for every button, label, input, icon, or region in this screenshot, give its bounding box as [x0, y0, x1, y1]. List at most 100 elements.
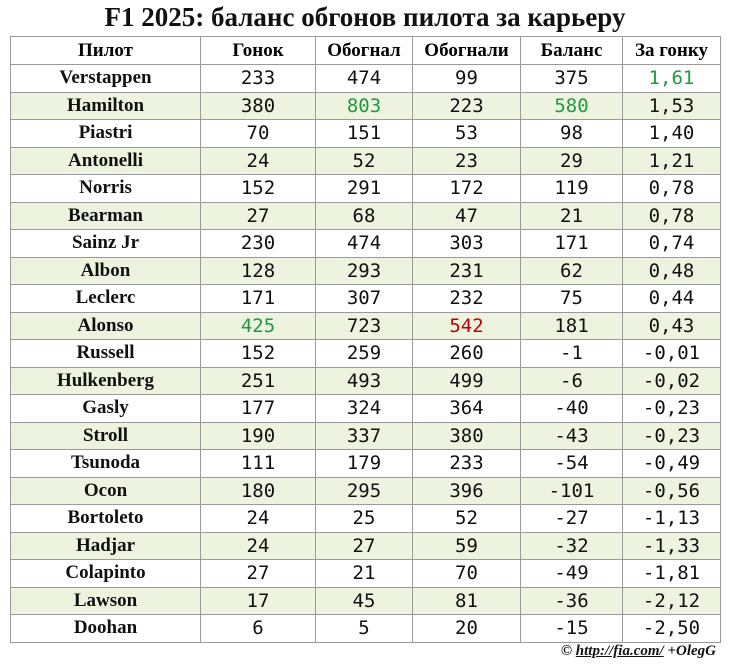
cell: 27	[200, 559, 316, 588]
cell: 295	[315, 476, 413, 505]
driver-name: Colapinto	[10, 559, 201, 588]
cell: 251	[200, 366, 316, 395]
cell: 723	[315, 311, 413, 340]
cell: 474	[315, 229, 413, 258]
header-cell: Обогнал	[315, 36, 413, 65]
cell: 6	[200, 614, 316, 643]
cell: 62	[520, 256, 623, 285]
cell: 324	[315, 394, 413, 423]
cell: 474	[315, 64, 413, 93]
cell: 53	[412, 119, 521, 148]
cell: 29	[520, 146, 623, 175]
driver-name: Leclerc	[10, 284, 201, 313]
cell: 396	[412, 476, 521, 505]
cell: 98	[520, 119, 623, 148]
cell: -101	[520, 476, 623, 505]
header-cell: За гонку	[622, 36, 721, 65]
cell: 425	[200, 311, 316, 340]
cell: 111	[200, 449, 316, 478]
cell: 70	[200, 119, 316, 148]
header-row: Пилот Гонок Обогнал Обогнали Баланс За гонку	[10, 36, 721, 65]
cell: 1,53	[622, 91, 721, 120]
cell: 0,44	[622, 284, 721, 313]
table-row: Piastri 70 151 53 98 1,40	[10, 119, 721, 148]
cell: 59	[412, 531, 521, 560]
cell: 190	[200, 421, 316, 450]
table-row: Doohan 6 5 20 -15 -2,50	[10, 614, 721, 643]
footer: © http://fia.com/ +OlegG	[561, 643, 716, 660]
copyright: ©	[560, 643, 573, 659]
cell: 380	[200, 91, 316, 120]
cell: -36	[520, 586, 623, 615]
cell: 45	[315, 586, 413, 615]
cell: 181	[520, 311, 623, 340]
cell: 152	[200, 174, 316, 203]
cell: 0,48	[622, 256, 721, 285]
driver-name: Tsunoda	[10, 449, 201, 478]
cell: 233	[200, 64, 316, 93]
driver-name: Piastri	[10, 119, 201, 148]
table-row: Colapinto 27 21 70 -49 -1,81	[10, 559, 721, 588]
table-row: Leclerc 171 307 232 75 0,44	[10, 284, 721, 313]
cell: 177	[200, 394, 316, 423]
cell: -2,50	[622, 614, 721, 643]
cell: 803	[315, 91, 413, 120]
driver-name: Gasly	[10, 394, 201, 423]
driver-name: Stroll	[10, 421, 201, 450]
cell: 260	[412, 339, 521, 368]
driver-name: Hulkenberg	[10, 366, 201, 395]
driver-name: Russell	[10, 339, 201, 368]
cell: 337	[315, 421, 413, 450]
cell: -0,49	[622, 449, 721, 478]
cell: 180	[200, 476, 316, 505]
table: Пилот Гонок Обогнал Обогнали Баланс За гонку …	[10, 36, 721, 643]
cell: -54	[520, 449, 623, 478]
table-row: Alonso 425 723 542 181 0,43	[10, 311, 721, 340]
cell: 580	[520, 91, 623, 120]
driver-name: Albon	[10, 256, 201, 285]
cell: 52	[412, 504, 521, 533]
driver-name: Ocon	[10, 476, 201, 505]
cell: 233	[412, 449, 521, 478]
driver-name: Hadjar	[10, 531, 201, 560]
cell: 223	[412, 91, 521, 120]
table-row: Albon 128 293 231 62 0,48	[10, 256, 721, 285]
cell: 231	[412, 256, 521, 285]
cell: -15	[520, 614, 623, 643]
cell: 68	[315, 201, 413, 230]
driver-name: Verstappen	[10, 64, 201, 93]
driver-name: Hamilton	[10, 91, 201, 120]
cell: 21	[520, 201, 623, 230]
cell: 0,74	[622, 229, 721, 258]
table-row: Bearman 27 68 47 21 0,78	[10, 201, 721, 230]
table-row: Ocon 180 295 396 -101 -0,56	[10, 476, 721, 505]
header-cell: Пилот	[10, 36, 201, 65]
table-row: Sainz Jr 230 474 303 171 0,74	[10, 229, 721, 258]
cell: 24	[200, 504, 316, 533]
table-row: Norris 152 291 172 119 0,78	[10, 174, 721, 203]
driver-name: Bortoleto	[10, 504, 201, 533]
table-row: Bortoleto 24 25 52 -27 -1,13	[10, 504, 721, 533]
cell: -6	[520, 366, 623, 395]
cell: 1,21	[622, 146, 721, 175]
cell: -0,01	[622, 339, 721, 368]
table-row: Lawson 17 45 81 -36 -2,12	[10, 586, 721, 615]
cell: 81	[412, 586, 521, 615]
cell: 0,43	[622, 311, 721, 340]
cell: 27	[200, 201, 316, 230]
table-body: Verstappen 233 474 99 375 1,61 Hamilton 380 803 2…	[10, 64, 721, 643]
table-row: Hadjar 24 27 59 -32 -1,33	[10, 531, 721, 560]
source-link[interactable]: http://fia.com/	[575, 643, 664, 659]
driver-name: Antonelli	[10, 146, 201, 175]
cell: 47	[412, 201, 521, 230]
cell: 380	[412, 421, 521, 450]
cell: 128	[200, 256, 316, 285]
cell: -43	[520, 421, 623, 450]
cell: 152	[200, 339, 316, 368]
cell: -1	[520, 339, 623, 368]
cell: 172	[412, 174, 521, 203]
table-row: Stroll 190 337 380 -43 -0,23	[10, 421, 721, 450]
cell: -0,56	[622, 476, 721, 505]
cell: 75	[520, 284, 623, 313]
cell: 499	[412, 366, 521, 395]
